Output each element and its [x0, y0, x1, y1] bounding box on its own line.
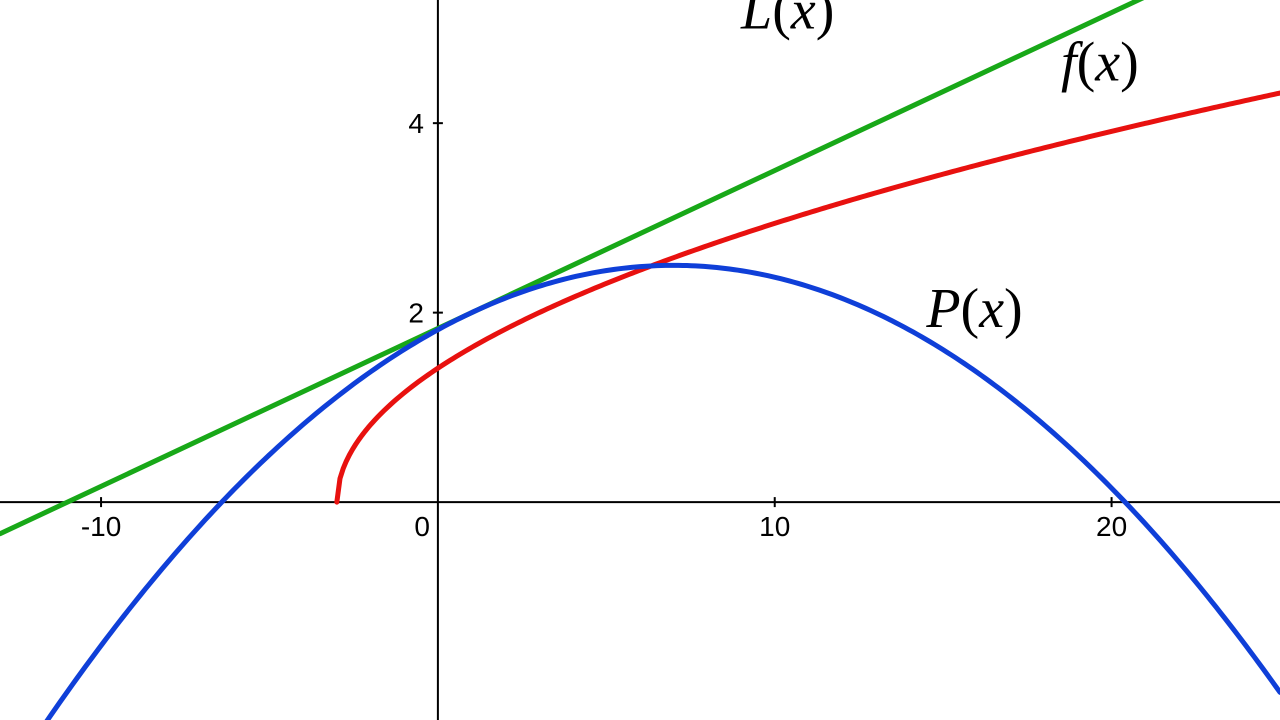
x-tick-label: -10 — [81, 511, 121, 542]
y-tick-label: 2 — [408, 298, 424, 329]
label-P: P(x) — [925, 278, 1022, 340]
x-tick-label: 0 — [414, 511, 430, 542]
function-plot: -10 0 10 20 2 4 L(x) f(x) P(x) — [0, 0, 1280, 720]
label-L: L(x) — [740, 0, 834, 41]
x-tick-label: 10 — [759, 511, 790, 542]
label-f: f(x) — [1061, 32, 1139, 94]
x-tick-label: 20 — [1096, 511, 1127, 542]
y-tick-label: 4 — [408, 108, 424, 139]
